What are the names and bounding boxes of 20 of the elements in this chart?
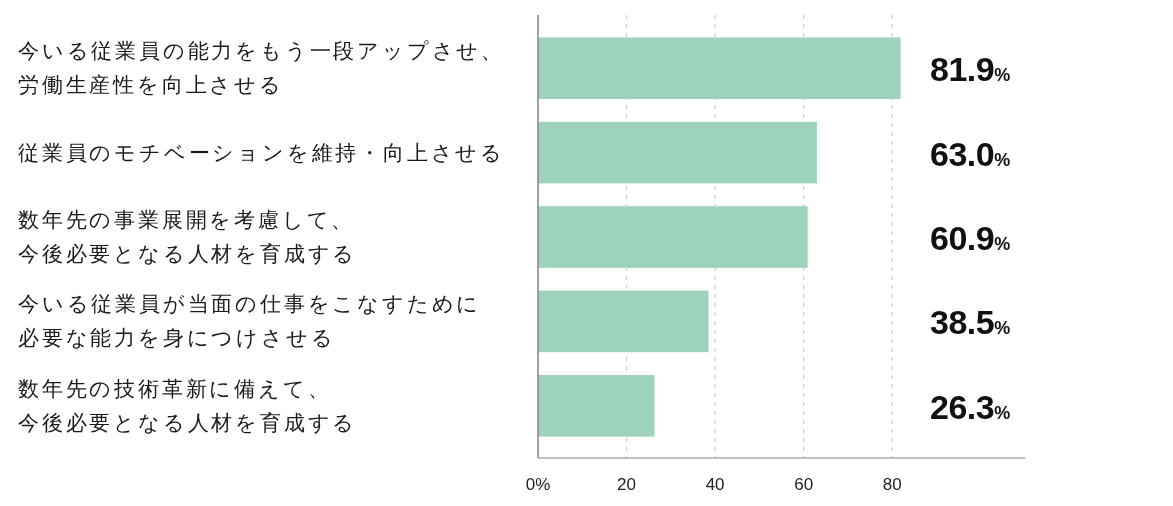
y-tick-label: 数年先の技術革新に備えて、今後必要となる人材を育成する: [18, 376, 358, 434]
y-tick-label: 数年先の事業展開を考慮して、今後必要となる人材を育成する: [18, 208, 358, 265]
x-tick-label: 20: [617, 475, 637, 494]
data-label: 38.5%: [930, 303, 1011, 342]
data-label: 63.0%: [930, 134, 1011, 173]
y-tick-label: 従業員のモチベーションを維持・向上させる: [18, 140, 505, 164]
data-label: 60.9%: [930, 219, 1011, 257]
y-tick-label: 今いる従業員の能力をもう一段アップさせ、労働生産性を向上させる: [18, 39, 505, 97]
x-tick-label: 40: [705, 475, 725, 494]
bar: [538, 374, 655, 437]
x-tick-label: 60: [794, 475, 814, 494]
bar: [538, 121, 817, 184]
data-label: 81.9%: [930, 50, 1011, 89]
x-tick-label: 80: [882, 475, 902, 494]
y-tick-label: 今いる従業員が当面の仕事をこなすために必要な能力を身につけさせる: [18, 292, 482, 350]
x-tick-label: 0%: [525, 475, 551, 494]
bar: [538, 37, 901, 100]
data-label: 26.3%: [930, 387, 1011, 426]
bar: [538, 290, 709, 353]
bar: [538, 206, 808, 268]
